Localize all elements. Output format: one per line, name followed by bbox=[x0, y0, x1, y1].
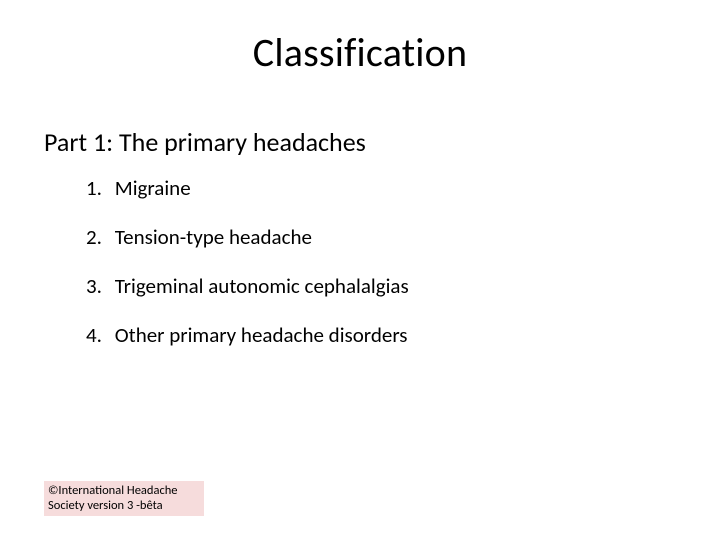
copyright-footer: ©International Headache Society version … bbox=[44, 481, 204, 516]
slide-title: Classification bbox=[0, 28, 720, 77]
list-item: 2. Tension-type headache bbox=[86, 227, 409, 248]
ordered-list: 1. Migraine 2. Tension-type headache 3. … bbox=[86, 178, 409, 374]
slide-subtitle: Part 1: The primary headaches bbox=[44, 126, 366, 158]
item-number: 4. bbox=[86, 325, 110, 346]
item-number: 1. bbox=[86, 178, 110, 199]
list-item: 1. Migraine bbox=[86, 178, 409, 199]
footer-line: Society version 3 -bêta bbox=[48, 498, 178, 514]
item-number: 2. bbox=[86, 227, 110, 248]
item-text: Other primary headache disorders bbox=[115, 322, 408, 348]
item-text: Migraine bbox=[115, 175, 191, 201]
list-item: 3. Trigeminal autonomic cephalalgias bbox=[86, 276, 409, 297]
item-text: Tension-type headache bbox=[115, 224, 312, 250]
item-text: Trigeminal autonomic cephalalgias bbox=[115, 273, 409, 299]
list-item: 4. Other primary headache disorders bbox=[86, 325, 409, 346]
item-number: 3. bbox=[86, 276, 110, 297]
footer-line: ©International Headache bbox=[48, 483, 178, 499]
slide: Classification Part 1: The primary heada… bbox=[0, 0, 720, 540]
